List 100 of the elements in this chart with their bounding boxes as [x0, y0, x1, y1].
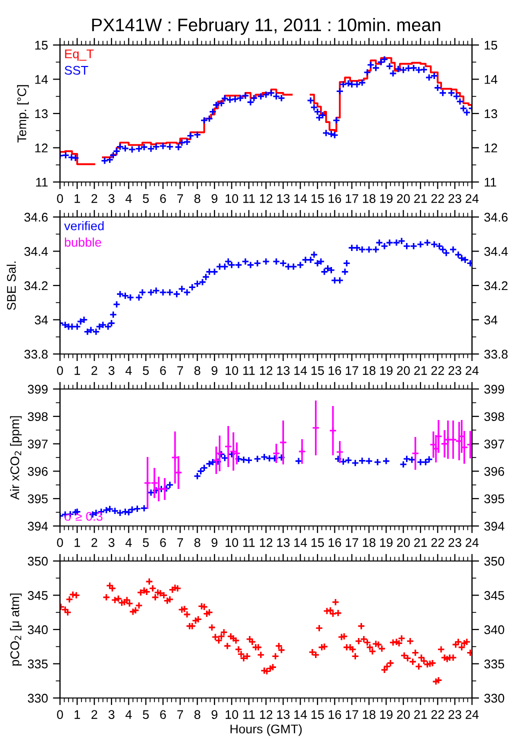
x-tick-label: 14: [294, 538, 307, 547]
x-tick-label: 16: [328, 538, 342, 547]
x-tick-label: 12: [260, 538, 272, 547]
y-tick-label: 350: [28, 556, 48, 566]
y-tick-label: 394: [28, 522, 48, 531]
x-tick-label: 18: [363, 538, 376, 547]
x-tick-label: 7: [177, 194, 184, 203]
x-tick-label: 6: [160, 538, 166, 547]
x-tick-label: 0: [57, 194, 63, 203]
y-tick-label: 12: [35, 144, 48, 152]
x-tick-label: 8: [194, 710, 200, 719]
text: SST: [64, 66, 88, 75]
x-tick-label: 24: [466, 538, 479, 547]
y-tick-label: 13: [35, 109, 48, 118]
y-tick-label: 330: [28, 694, 48, 703]
x-tick-label: 0: [57, 538, 63, 547]
y2-tick-label: 335: [484, 660, 504, 668]
x-tick-label: 20: [397, 194, 410, 203]
x-tick-label: 10: [226, 366, 238, 375]
x-tick-label: 24: [466, 366, 479, 375]
x-tick-label: 7: [177, 710, 184, 719]
x-tick-label: 19: [380, 710, 393, 719]
x-tick-label: 17: [346, 194, 358, 203]
x-tick-label: 16: [328, 710, 342, 719]
y-tick-label: 34.4: [24, 247, 48, 256]
y-tick-label: 14: [35, 75, 48, 84]
x-tick-label: 9: [212, 710, 218, 719]
x-tick-label: 23: [448, 366, 462, 375]
y2-tick-label: 345: [484, 591, 504, 600]
x-tick-label: 9: [212, 366, 218, 375]
x-tick-label: 11: [243, 194, 255, 203]
x-tick-label: 15: [312, 194, 324, 203]
x-tick-label: 1: [74, 538, 80, 547]
text: verified: [64, 221, 104, 230]
x-tick-label: 22: [431, 538, 444, 547]
x-tick-label: 8: [194, 366, 200, 375]
x-tick-label: 18: [363, 194, 376, 203]
x-tick-label: 10: [226, 194, 238, 203]
y-tick-label: 15: [35, 40, 48, 50]
x-tick-label: 4: [125, 366, 132, 375]
text: Eq_T: [65, 50, 94, 61]
x-tick-label: 3: [108, 194, 114, 203]
y2-tick-label: 398: [484, 412, 504, 422]
x-tick-label: 21: [414, 366, 427, 375]
x-tick-label: 16: [328, 194, 342, 203]
x-tick-label: 2: [91, 366, 98, 375]
y-tick-label: 34.2: [24, 281, 48, 290]
x-tick-label: 22: [431, 710, 444, 719]
x-tick-label: 16: [328, 366, 342, 375]
x-tick-label: 19: [380, 194, 393, 203]
x-tick-label: 23: [448, 194, 462, 203]
y-tick-label: 345: [28, 591, 48, 600]
x-tick-label: 15: [312, 538, 324, 547]
y-tick-label: 33.8: [24, 350, 48, 359]
x-tick-label: 5: [142, 538, 149, 547]
x-tick-label: 0: [57, 710, 63, 719]
x-tick-label: 2: [91, 710, 98, 719]
x-tick-label: 13: [277, 366, 290, 375]
x-tick-label: 4: [125, 710, 132, 719]
x-tick-label: 1: [74, 366, 80, 375]
x-tick-label: 20: [397, 710, 410, 719]
x-tick-label: 21: [414, 710, 427, 719]
y2-tick-label: 12: [484, 144, 498, 152]
x-tick-label: 12: [260, 710, 272, 719]
x-tick-label: 19: [380, 366, 393, 375]
x-tick-label: 2: [91, 194, 98, 203]
y2-tick-label: 399: [484, 384, 504, 394]
x-tick-label: 12: [260, 194, 272, 203]
x-tick-label: 1: [74, 710, 80, 719]
y-axis-title: Temp. [°C]: [17, 85, 29, 142]
x-tick-label: 14: [294, 366, 307, 375]
y2-tick-label: 394: [484, 522, 504, 531]
x-tick-label: 9: [212, 194, 218, 203]
x-tick-label: 24: [466, 194, 479, 203]
x-tick-label: 19: [380, 538, 393, 547]
y2-tick-label: 34: [484, 316, 498, 324]
x-tick-label: 6: [160, 366, 166, 375]
x-tick-label: 13: [277, 538, 290, 547]
x-tick-label: 6: [160, 710, 166, 719]
x-tick-label: 17: [346, 710, 358, 719]
y2-tick-label: 15: [484, 40, 498, 50]
y2-tick-label: 34.2: [484, 281, 508, 290]
x-tick-label: 0: [57, 366, 63, 375]
y-tick-label: 396: [28, 467, 48, 476]
y-axis-title: Air xCO$_{2}$ [ppm]: [10, 416, 22, 500]
x-tick-label: 5: [142, 710, 149, 719]
y2-tick-label: 13: [484, 109, 498, 118]
x-tick-label: 4: [125, 194, 132, 203]
y2-tick-label: 395: [484, 494, 504, 504]
x-tick-label: 21: [414, 538, 427, 547]
y-tick-label: 398: [28, 412, 48, 422]
x-tick-label: 8: [194, 194, 200, 203]
x-tick-label: 22: [431, 194, 444, 203]
y-tick-label: 335: [28, 660, 48, 668]
x-tick-label: 6: [160, 194, 166, 203]
x-tick-label: 24: [466, 710, 479, 719]
x-tick-label: 4: [125, 538, 132, 547]
y-tick-label: 34: [34, 316, 48, 324]
y-axis-title: SBE Sal.: [6, 262, 16, 310]
x-tick-label: 5: [142, 366, 149, 375]
